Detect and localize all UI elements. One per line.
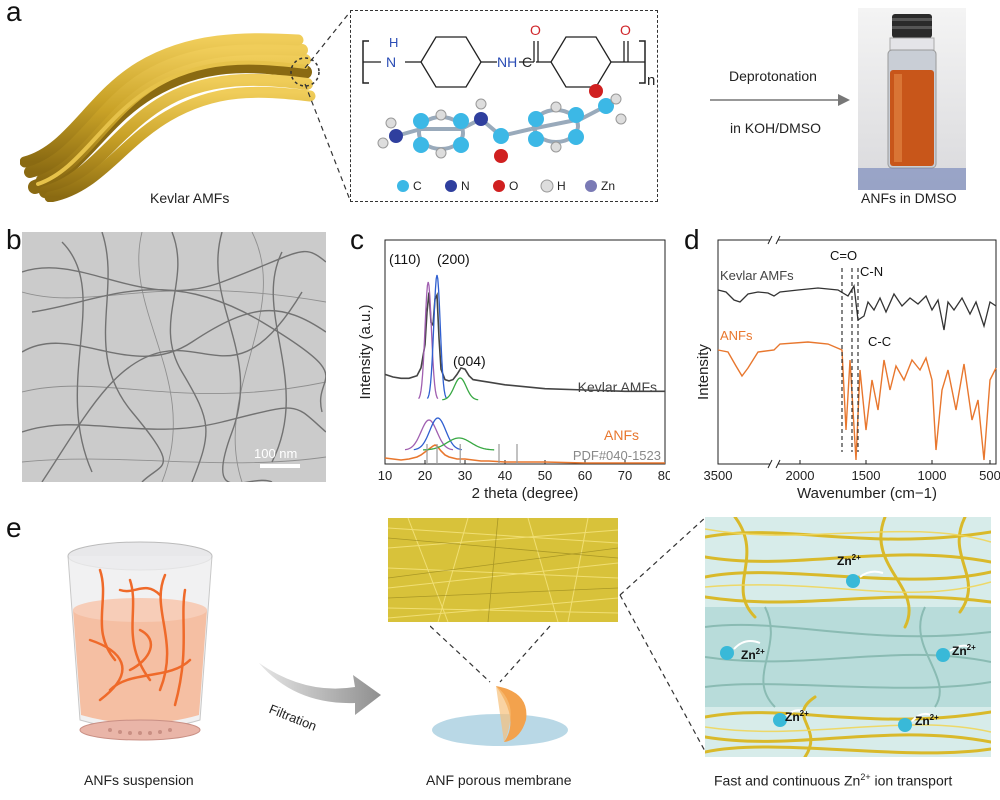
svg-text:C: C bbox=[413, 179, 422, 193]
xrd-chart: 10 20 30 40 50 60 70 80 2 theta (degree) Intensit… bbox=[357, 239, 670, 502]
panel-label-b: b bbox=[6, 224, 22, 255]
panel-label-e: e bbox=[6, 512, 22, 543]
fit-peak-004 bbox=[442, 377, 479, 401]
peak-label-004: (004) bbox=[453, 353, 486, 369]
repeat-subscript: n bbox=[647, 72, 655, 89]
koh-dmso-label: in KOH/DMSO bbox=[730, 120, 822, 136]
plot-frame bbox=[384, 239, 666, 465]
fit-peak-110 bbox=[418, 281, 439, 400]
svg-text:O: O bbox=[530, 22, 541, 38]
vial-caption: ANFs in DMSO bbox=[861, 190, 957, 206]
peak-label-110: (110) bbox=[389, 251, 421, 267]
x-tick-label: 3500 bbox=[704, 468, 733, 483]
fit-anf-1 bbox=[404, 419, 454, 451]
fit-anf-2 bbox=[413, 417, 462, 451]
peak-label-200: (200) bbox=[437, 251, 470, 267]
annotation-cc: C-C bbox=[868, 334, 891, 349]
ion-transport-illustration: Zn2+ Zn2+ Zn2+ Zn2+ Zn2+ bbox=[705, 517, 991, 757]
atom-legend: C N O H Zn bbox=[397, 179, 615, 193]
membrane-zoom-lines bbox=[430, 625, 551, 683]
svg-text:Zn2+: Zn2+ bbox=[837, 553, 861, 568]
y-axis-label: Intensity (a.u.) bbox=[357, 304, 374, 399]
svg-text:H: H bbox=[389, 35, 398, 50]
fit-peak-200 bbox=[426, 274, 448, 399]
legend-kevlar: Kevlar AMFs bbox=[720, 268, 794, 283]
axis-break-bottom bbox=[770, 461, 778, 467]
right-arrow-icon bbox=[710, 94, 850, 106]
zn-ions bbox=[720, 570, 972, 732]
axis-break-top bbox=[770, 237, 778, 243]
beaker-caption: ANFs suspension bbox=[84, 772, 194, 788]
tem-image: 100 nm bbox=[22, 232, 326, 482]
svg-text:Zn2+: Zn2+ bbox=[741, 647, 765, 662]
legend-kevlar: Kevlar AMFs bbox=[578, 379, 657, 395]
series-anf-line bbox=[717, 341, 997, 461]
annotation-co: C=O bbox=[830, 248, 857, 263]
y-axis-label: Intensity bbox=[695, 344, 712, 400]
svg-text:O: O bbox=[620, 22, 631, 38]
molecular-structure-box: N H NH O C O C n bbox=[350, 10, 658, 202]
transport-zoom-lines bbox=[619, 516, 707, 754]
zoom-circle bbox=[290, 57, 320, 87]
svg-text:Zn2+: Zn2+ bbox=[952, 643, 976, 658]
kevlar-fiber-bundle bbox=[20, 33, 320, 202]
fit-anf-3 bbox=[422, 437, 495, 451]
x-tick-label: 30 bbox=[458, 468, 472, 483]
legend-anf: ANFs bbox=[720, 328, 753, 343]
x-tick-label: 20 bbox=[418, 468, 432, 483]
x-tick-label: 1500 bbox=[852, 468, 881, 483]
svg-text:H: H bbox=[557, 179, 566, 193]
x-tick-label: 70 bbox=[618, 468, 632, 483]
beaker-illustration bbox=[67, 541, 213, 741]
x-axis-label: 2 theta (degree) bbox=[472, 485, 579, 502]
x-tick-label: 40 bbox=[498, 468, 512, 483]
panel-label-d: d bbox=[684, 224, 700, 255]
plot-frame bbox=[717, 239, 997, 465]
svg-text:N: N bbox=[461, 179, 470, 193]
ftir-chart: 3500 2000 1500 1000 500 Wavenumber (cm−1) Inte… bbox=[695, 235, 1000, 502]
annotation-cn: C-N bbox=[860, 264, 883, 279]
membrane-caption: ANF porous membrane bbox=[426, 772, 572, 788]
svg-text:Zn: Zn bbox=[601, 179, 615, 193]
membrane-block bbox=[388, 518, 618, 623]
x-tick-label: 60 bbox=[578, 468, 592, 483]
deprotonation-label: Deprotonation bbox=[729, 68, 817, 84]
svg-text:C: C bbox=[522, 54, 532, 70]
nh-label-2: NH bbox=[497, 54, 517, 70]
filtration-arrow-icon bbox=[259, 663, 381, 715]
chemical-structure: N H NH O C O C n bbox=[362, 22, 655, 193]
transport-caption: Fast and continuous Zn2+ ion transport bbox=[714, 772, 953, 789]
legend-reference: PDF#040-1523 bbox=[573, 448, 661, 463]
x-axis-label: Wavenumber (cm−1) bbox=[797, 485, 937, 502]
scale-bar-label: 100 nm bbox=[254, 446, 298, 461]
panel-label-a: a bbox=[6, 0, 22, 27]
x-tick-label: 10 bbox=[378, 468, 392, 483]
kevlar-caption: Kevlar AMFs bbox=[150, 190, 230, 206]
membrane-disc bbox=[432, 686, 568, 746]
svg-text:O: O bbox=[509, 179, 518, 193]
vial-photo bbox=[858, 8, 966, 190]
x-tick-label: 50 bbox=[538, 468, 552, 483]
series-kevlar-line bbox=[384, 292, 665, 393]
nh-label-1: N bbox=[386, 54, 396, 70]
panel-label-c: c bbox=[350, 224, 364, 255]
zoom-lines bbox=[304, 11, 351, 201]
x-tick-label: 80 bbox=[658, 468, 670, 483]
legend-anf: ANFs bbox=[604, 427, 639, 443]
x-tick-label: 2000 bbox=[786, 468, 815, 483]
series-kevlar-line bbox=[717, 284, 997, 331]
x-tick-label: 500 bbox=[979, 468, 1000, 483]
series-anf-line bbox=[384, 444, 665, 464]
x-tick-label: 1000 bbox=[918, 468, 947, 483]
ball-stick-model bbox=[377, 84, 627, 163]
svg-text:Zn2+: Zn2+ bbox=[915, 713, 939, 728]
svg-text:Zn2+: Zn2+ bbox=[785, 709, 809, 724]
